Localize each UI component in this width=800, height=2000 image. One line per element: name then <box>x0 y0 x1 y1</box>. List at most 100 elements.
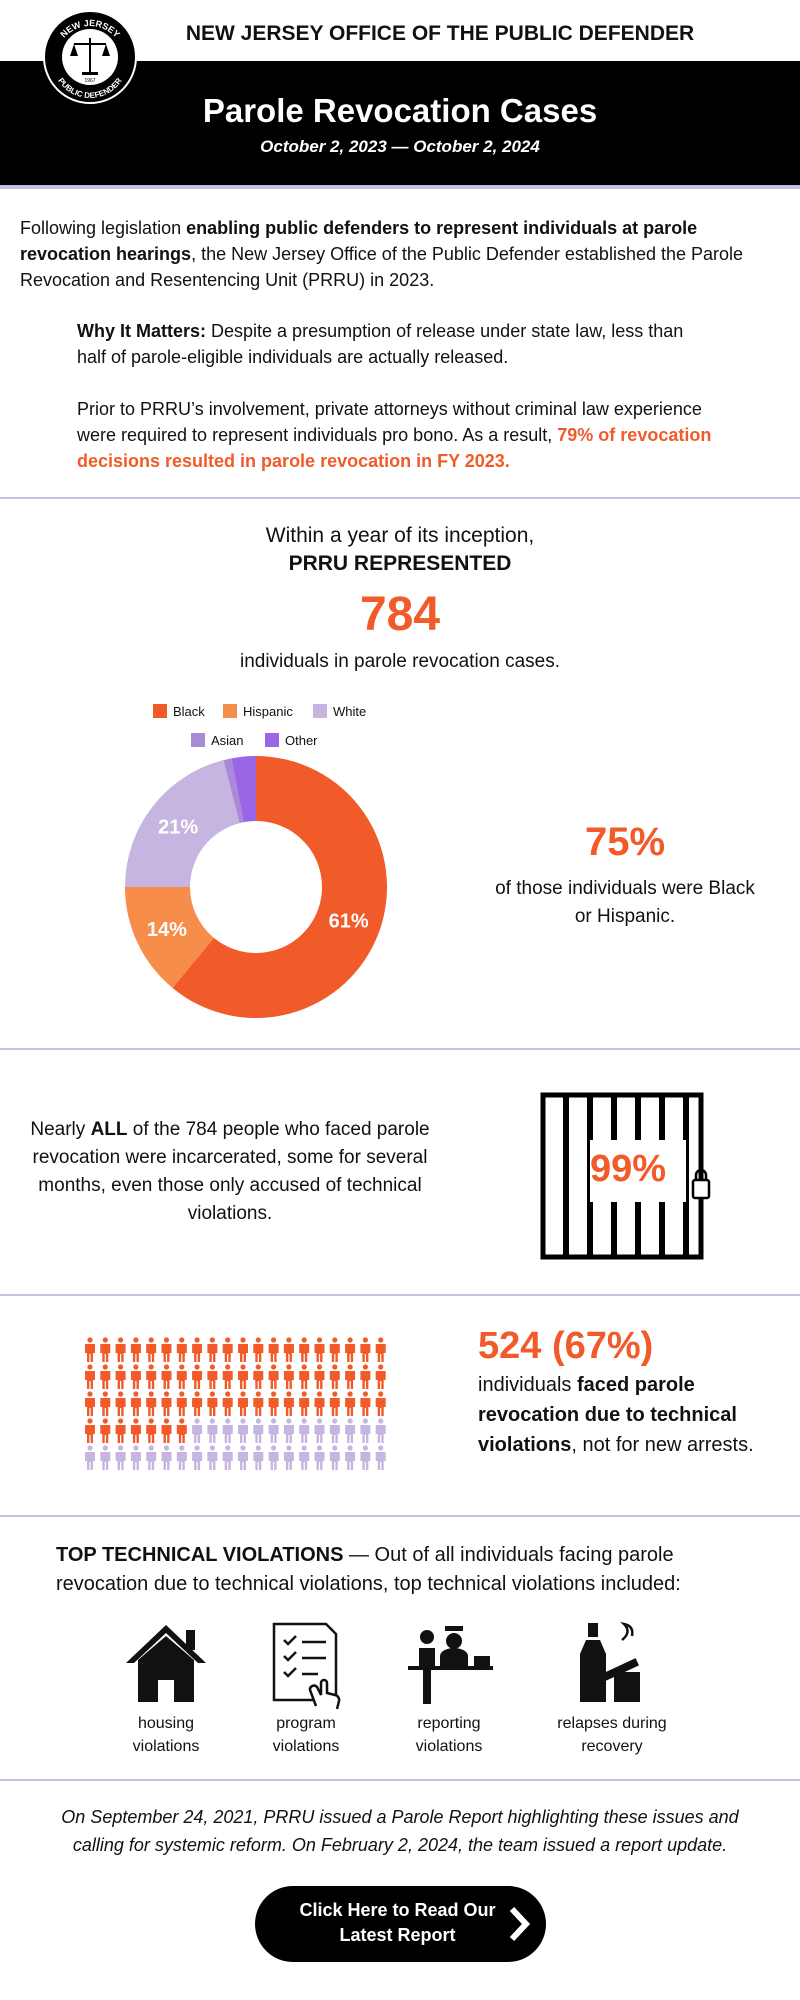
slice-label: 14% <box>147 919 187 941</box>
person-icon <box>146 1337 157 1362</box>
person-icon <box>207 1445 218 1470</box>
legend-label: White <box>333 704 366 719</box>
technical-part: , not for new arrests. <box>571 1434 754 1456</box>
incarcerated-part: Nearly <box>30 1119 91 1140</box>
person-icon <box>345 1337 356 1362</box>
person-icon <box>85 1445 95 1470</box>
person-icon <box>85 1391 95 1416</box>
incarcerated-part: of the 784 people who faced parole revoc… <box>32 1119 430 1224</box>
violations-heading: TOP TECHNICAL VIOLATIONS <box>56 1544 344 1566</box>
logo: NEW JERSEY PUBLIC DEFENDER 1967 <box>43 10 137 104</box>
report-button[interactable] <box>255 1886 546 1962</box>
violations-text: — Out of all individuals facing parole r… <box>56 1544 681 1595</box>
person-icon <box>176 1418 187 1443</box>
race-stat-text: of those individuals were Black or Hispa… <box>495 878 755 927</box>
person-icon <box>314 1364 325 1389</box>
person-icon <box>146 1418 157 1443</box>
why-text: Despite a presumption of release under s… <box>77 321 684 367</box>
incarcerated-stat: 99% <box>589 1148 667 1190</box>
person-icon <box>345 1445 356 1470</box>
person-icon <box>345 1364 356 1389</box>
represented-lead: Within a year of its inception, <box>265 524 535 547</box>
why-matters: Why It Matters: Despite a presumption of… <box>77 318 717 370</box>
divider <box>0 1048 800 1050</box>
pie-slice <box>231 756 256 823</box>
person-icon <box>115 1337 126 1362</box>
person-icon <box>100 1445 111 1470</box>
legend-label: Hispanic <box>243 704 293 719</box>
page-title: Parole Revocation Cases <box>202 92 598 129</box>
org-name: NEW JERSEY OFFICE OF THE PUBLIC DEFENDER <box>185 22 695 45</box>
person-icon <box>207 1418 218 1443</box>
person-icon <box>207 1391 218 1416</box>
prior-highlight: 79% of revocation decisions resulted in … <box>77 425 712 471</box>
person-icon <box>314 1445 325 1470</box>
person-icon <box>85 1364 95 1389</box>
jail-icon <box>540 1092 711 1260</box>
person-icon <box>176 1337 187 1362</box>
person-icon <box>314 1391 325 1416</box>
person-icon <box>192 1445 203 1470</box>
legend-swatch <box>223 704 237 718</box>
person-icon <box>146 1391 157 1416</box>
person-icon <box>85 1337 95 1362</box>
person-icon <box>268 1445 279 1470</box>
intro-bold: enabling public defenders to represent i… <box>20 218 698 264</box>
person-icon <box>253 1364 264 1389</box>
person-icon <box>130 1445 141 1470</box>
person-icon <box>130 1418 141 1443</box>
incarcerated-text: Nearly ALL of the 784 people who faced p… <box>20 1116 440 1228</box>
person-icon <box>130 1337 141 1362</box>
person-icon <box>161 1337 172 1362</box>
person-icon <box>238 1337 248 1362</box>
person-icon <box>375 1391 386 1416</box>
person-icon <box>115 1391 126 1416</box>
reporting-icon <box>408 1626 493 1704</box>
legend-swatch <box>313 704 327 718</box>
represented-text: individuals in parole revocation cases. <box>239 651 560 672</box>
person-icon <box>375 1364 386 1389</box>
represented-count: 784 <box>359 588 441 641</box>
person-icon <box>192 1418 203 1443</box>
person-icon <box>222 1337 233 1362</box>
person-icon <box>238 1418 248 1443</box>
person-icon <box>238 1445 248 1470</box>
person-icon <box>222 1445 233 1470</box>
person-icon <box>283 1391 294 1416</box>
date-range: October 2, 2023 — October 2, 2024 <box>260 137 540 156</box>
person-icon <box>329 1337 340 1362</box>
person-icon <box>100 1391 111 1416</box>
person-icon <box>192 1391 203 1416</box>
person-icon <box>130 1391 141 1416</box>
person-icon <box>115 1445 126 1470</box>
person-icon <box>207 1364 218 1389</box>
person-icon <box>299 1445 310 1470</box>
person-icon <box>85 1418 95 1443</box>
person-icon <box>222 1418 233 1443</box>
person-icon <box>192 1364 203 1389</box>
pie-slice <box>125 887 214 988</box>
button-label[interactable]: Click Here to Read Our Latest Report <box>299 1900 496 1945</box>
violation-label: reporting violations <box>415 1715 483 1755</box>
person-icon <box>268 1364 279 1389</box>
slice-label: 61% <box>329 910 369 932</box>
footer-text: On September 24, 2021, PRRU issued a Par… <box>61 1807 739 1855</box>
divider <box>0 1515 800 1517</box>
prior: Prior to PRRU’s involvement, private att… <box>77 396 727 474</box>
person-icon <box>375 1337 386 1362</box>
person-icon <box>360 1418 371 1443</box>
person-icon <box>360 1364 371 1389</box>
person-icon <box>238 1364 248 1389</box>
intro: Following legislation enabling public de… <box>20 215 780 293</box>
incarcerated-bold: ALL <box>90 1119 128 1140</box>
person-icon <box>299 1391 310 1416</box>
person-icon <box>176 1445 187 1470</box>
person-icon <box>161 1391 172 1416</box>
logo-year: 1967 <box>84 78 95 84</box>
represented-heading: PRRU REPRESENTED <box>288 552 512 575</box>
person-icon <box>283 1364 294 1389</box>
person-icon <box>375 1445 386 1470</box>
technical-part: individuals <box>478 1374 577 1396</box>
